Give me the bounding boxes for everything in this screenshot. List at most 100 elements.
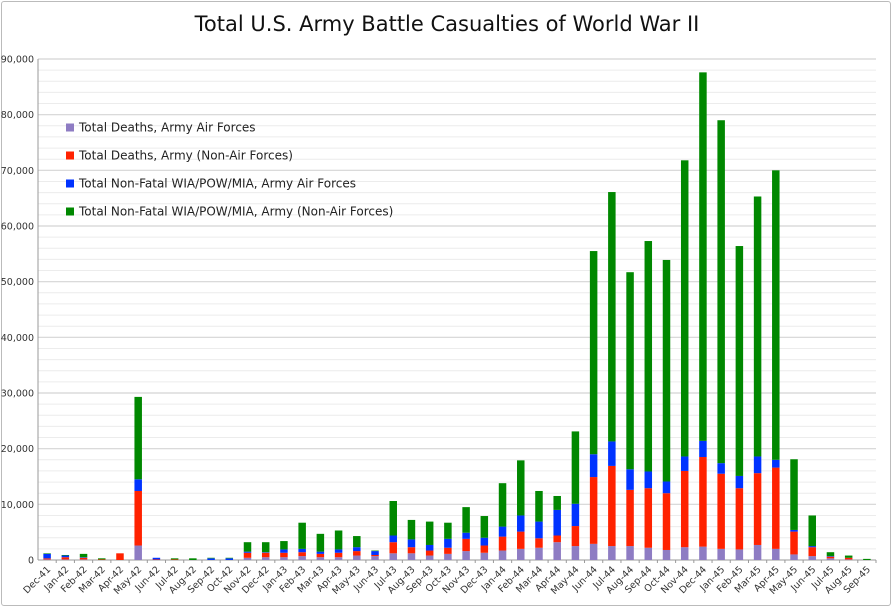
bar-segment	[353, 536, 361, 548]
bar-segment	[480, 537, 489, 546]
bar-segment	[608, 465, 616, 547]
bar-segment	[316, 557, 325, 560]
bar-segment	[826, 558, 835, 560]
bar-segment	[425, 550, 434, 556]
bar-segment	[389, 500, 397, 536]
bar-segment	[43, 553, 51, 554]
legend-label: Total Deaths, Army (Non-Air Forces)	[78, 149, 293, 163]
bar-segment	[644, 241, 653, 472]
bar-segment	[316, 553, 325, 558]
y-tick-label: 40,000	[1, 333, 34, 344]
bar-segment	[79, 557, 88, 558]
bar-segment	[225, 557, 234, 559]
bar-segment	[844, 559, 853, 560]
bar-segment	[61, 557, 70, 560]
bar-segment	[298, 556, 306, 560]
bar-segment	[644, 488, 653, 548]
chart-title: Total U.S. Army Battle Casualties of Wor…	[194, 12, 700, 36]
bar-segment	[462, 551, 470, 560]
bar-segment	[735, 475, 744, 489]
bar-segment	[735, 549, 744, 560]
bar-segment	[152, 559, 161, 560]
bar-segment	[753, 196, 762, 457]
bar-segment	[571, 526, 580, 547]
y-tick-label: 10,000	[1, 500, 34, 511]
bar-segment	[189, 558, 197, 560]
bar-segment	[589, 454, 598, 478]
legend-swatch	[66, 123, 74, 132]
legend-swatch	[66, 207, 74, 216]
bar-segment	[243, 542, 252, 552]
bar-segment	[261, 552, 270, 553]
bar-segment	[863, 558, 871, 560]
bar-segment	[334, 557, 343, 560]
bar-segment	[134, 396, 142, 480]
bar-segment	[644, 547, 653, 560]
bar-segment	[753, 544, 762, 560]
bar-segment	[425, 521, 434, 545]
bar-segment	[389, 553, 397, 560]
bar-segment	[680, 160, 689, 457]
bar-segment	[517, 548, 525, 560]
bar-segment	[480, 516, 489, 538]
bar-segment	[298, 522, 306, 549]
bar-segment	[680, 547, 689, 560]
bar-segment	[425, 555, 434, 560]
bar-segment	[772, 170, 780, 460]
bar-segment	[243, 551, 252, 553]
bar-segment	[498, 536, 507, 551]
bar-segment	[790, 459, 798, 530]
bar-segment	[316, 551, 325, 554]
bar-segment	[444, 522, 452, 539]
bar-segment	[589, 251, 598, 455]
bar-segment	[571, 431, 580, 504]
bar-segment	[535, 547, 543, 560]
bar-segment	[353, 551, 361, 556]
bar-segment	[280, 552, 288, 558]
bar-segment	[498, 550, 507, 560]
bar-segment	[517, 460, 525, 516]
bar-segment	[134, 490, 142, 546]
bar-segment	[662, 259, 671, 482]
bar-segment	[553, 535, 561, 543]
bar-segment	[608, 546, 616, 560]
bar-segment	[626, 546, 634, 560]
bar-segment	[79, 559, 88, 560]
bar-segment	[699, 72, 707, 441]
bar-segment	[462, 538, 470, 552]
bar-segment	[626, 469, 634, 490]
bar-segment	[444, 538, 452, 548]
bar-segment	[371, 556, 379, 560]
legend-label: Total Non-Fatal WIA/POW/MIA, Army (Non-A…	[78, 205, 393, 219]
bar-segment	[371, 551, 379, 555]
y-tick-label: 80,000	[1, 110, 34, 121]
bar-segment	[608, 441, 616, 466]
bar-segment	[790, 554, 798, 560]
bar-segment	[699, 457, 707, 547]
legend-label: Total Non-Fatal WIA/POW/MIA, Army Air Fo…	[78, 177, 356, 191]
bar-segment	[98, 559, 106, 560]
y-tick-label: 50,000	[1, 277, 34, 288]
bar-segment	[553, 542, 561, 560]
bar-segment	[753, 456, 762, 474]
bar-segment	[735, 488, 744, 550]
bar-segment	[280, 549, 288, 553]
bar-segment	[699, 546, 707, 560]
bar-segment	[170, 558, 179, 560]
bar-segment	[170, 559, 179, 560]
bar-segment	[261, 542, 270, 553]
bar-segment	[790, 529, 798, 532]
bar-segment	[844, 555, 853, 558]
bar-segment	[225, 558, 234, 560]
bar-segment	[152, 557, 161, 560]
bar-segment	[662, 549, 671, 560]
bar-segment	[772, 548, 780, 560]
y-tick-label: 70,000	[1, 166, 34, 177]
y-tick-label: 60,000	[1, 222, 34, 233]
bar-segment	[480, 545, 489, 553]
bar-segment	[134, 545, 142, 560]
bar-segment	[699, 440, 707, 458]
bar-segment	[553, 509, 561, 536]
